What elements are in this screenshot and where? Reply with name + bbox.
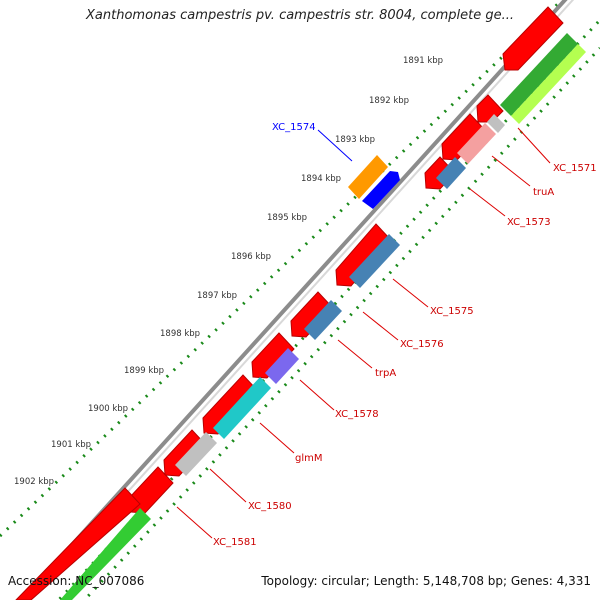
- ruler-tick-label: 1902 kbp: [14, 477, 54, 487]
- cds-block[interactable]: [348, 155, 388, 199]
- callout-line: [209, 468, 247, 503]
- cds-track: [60, 33, 586, 600]
- orf-arrow[interactable]: [15, 487, 141, 600]
- callout-line: [176, 506, 213, 539]
- ruler-tick-labels: 1891 kbp 1892 kbp 1893 kbp 1894 kbp 1895…: [14, 56, 443, 487]
- cds-block[interactable]: [457, 123, 496, 164]
- ruler-tick-label: 1894 kbp: [301, 174, 341, 184]
- cds-block[interactable]: [436, 157, 466, 189]
- gene-label[interactable]: XC_1580: [248, 501, 292, 512]
- cds-block[interactable]: [213, 377, 271, 439]
- callout-lines: [176, 127, 551, 539]
- ruler-tick-label: 1898 kbp: [160, 329, 200, 339]
- gene-label[interactable]: XC_1575: [430, 306, 474, 317]
- cds-block[interactable]: [349, 234, 400, 288]
- xc1574-feature: [348, 155, 400, 209]
- cds-block[interactable]: [487, 114, 505, 133]
- cds-block[interactable]: [511, 44, 586, 124]
- ruler-tick-label: 1895 kbp: [267, 213, 307, 223]
- cds-block[interactable]: [265, 348, 299, 384]
- accession-label: Accession: NC_007086: [8, 574, 145, 588]
- callout-line: [337, 339, 373, 369]
- outer-dotted-track: [0, 0, 565, 538]
- ruler-tick-label: 1893 kbp: [335, 135, 375, 145]
- gene-label[interactable]: XC_1571: [553, 163, 597, 174]
- callout-line: [259, 422, 295, 454]
- orf-arrow[interactable]: [502, 6, 564, 71]
- cds-arrow[interactable]: [362, 171, 400, 209]
- callout-line: [299, 379, 335, 411]
- gene-label[interactable]: XC_1578: [335, 409, 379, 420]
- callout-line: [392, 278, 429, 308]
- ruler-tick-label: 1892 kbp: [369, 96, 409, 106]
- map-title: Xanthomonas campestris pv. campestris st…: [86, 8, 514, 23]
- callout-line: [469, 188, 506, 217]
- ruler-tick-label: 1899 kbp: [124, 366, 164, 376]
- gene-label[interactable]: XC_1581: [213, 537, 257, 548]
- callout-line: [491, 155, 531, 187]
- ruler-tick-label: 1901 kbp: [51, 440, 91, 450]
- gene-label[interactable]: glmM: [295, 453, 323, 464]
- orf-track: [15, 6, 564, 600]
- ruler-tick-label: 1900 kbp: [88, 404, 128, 414]
- ruler-tick-label: 1891 kbp: [403, 56, 443, 66]
- callout-line: [317, 129, 353, 162]
- genome-summary: Topology: circular; Length: 5,148,708 bp…: [261, 574, 591, 588]
- cds-block[interactable]: [304, 300, 342, 340]
- gene-label[interactable]: truA: [533, 187, 554, 198]
- ruler-tick-label: 1897 kbp: [197, 291, 237, 301]
- inner-dotted-track-2: [82, 46, 600, 600]
- callout-line: [362, 311, 399, 341]
- gene-label[interactable]: XC_1574: [272, 122, 316, 133]
- cds-block[interactable]: [175, 432, 217, 476]
- callout-line: [517, 127, 551, 164]
- cds-block[interactable]: [60, 508, 151, 600]
- ruler-tick-label: 1896 kbp: [231, 252, 271, 262]
- orf-arrow[interactable]: [476, 94, 504, 123]
- cds-block[interactable]: [500, 33, 578, 116]
- gene-label[interactable]: XC_1573: [507, 217, 551, 228]
- gene-label[interactable]: XC_1576: [400, 339, 444, 350]
- gene-label[interactable]: trpA: [375, 368, 396, 379]
- gene-labels: XC_1574 XC_1571 truA XC_1573 XC_1575 XC_…: [213, 122, 597, 548]
